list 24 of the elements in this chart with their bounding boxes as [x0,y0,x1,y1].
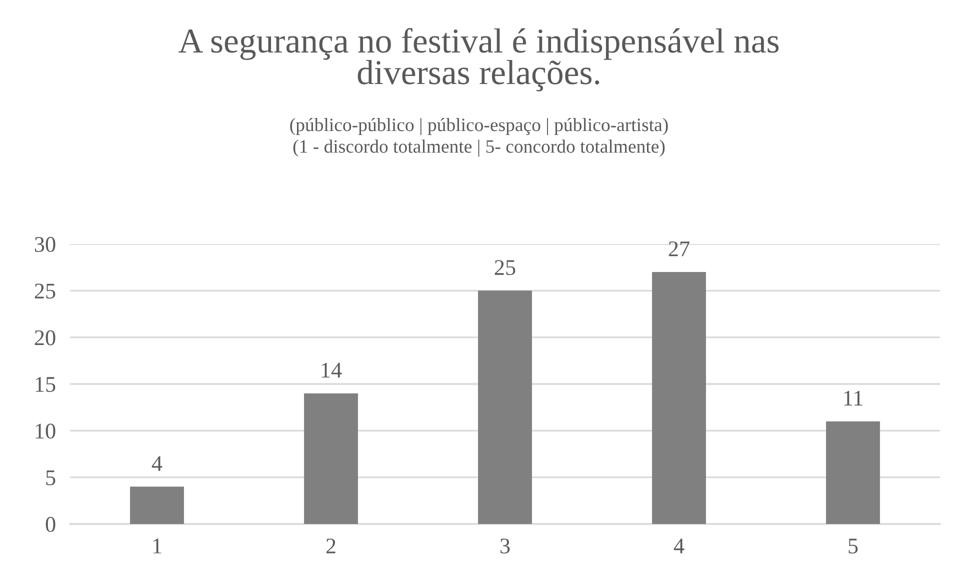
data-label: 25 [494,260,516,276]
bar [652,272,706,524]
data-label: 11 [844,390,862,406]
data-label: 14 [322,362,342,378]
y-tick-label: 25 [34,284,56,299]
x-tick-label: 3 [500,538,510,554]
x-tick-label: 4 [674,538,684,554]
chart-title: A segurança no festival é indispensável nas diversas relações. [178,28,779,92]
data-label: 4 [152,456,162,471]
chart-subtitle: (público-público | público-espaço | público-artista) (1 - discordo totalmente | 5- concordo totalmente) [290,118,668,157]
bar [304,393,358,524]
bar [478,290,532,524]
bar [826,421,880,524]
y-tick-label: 0 [46,516,56,532]
y-tick-label: 10 [36,424,56,439]
y-tick-label: 5 [46,470,56,486]
y-tick-label: 20 [34,330,56,346]
data-label: 27 [668,241,690,256]
x-tick-label: 2 [326,538,336,554]
y-tick-label: 15 [36,377,56,392]
x-tick-label: 1 [153,538,162,554]
bar [130,486,184,524]
y-tick-label: 30 [34,236,56,252]
x-tick-label: 5 [848,538,858,554]
